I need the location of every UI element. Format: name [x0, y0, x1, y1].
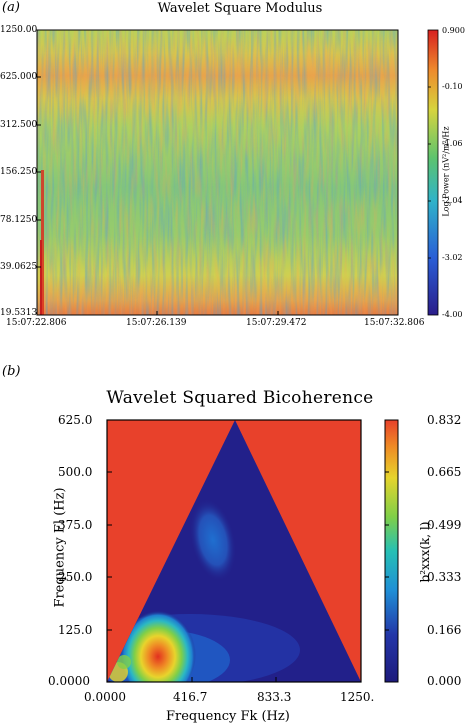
y-tick-b: 375.0 — [58, 518, 93, 532]
y-tick-b: 0.0000 — [48, 674, 90, 688]
colorbar-tick-a: -2.04 — [442, 196, 463, 205]
x-tick-b: 833.3 — [257, 690, 292, 704]
y-tick-a: 1250.00 — [0, 25, 38, 35]
colorbar-tick-b: 0.333 — [427, 570, 462, 584]
y-tick-b: 250.0 — [58, 570, 93, 584]
y-axis-label-b: Frequency Fl (Hz) — [52, 487, 68, 608]
colorbar-tick-b: 0.000 — [427, 674, 462, 688]
y-tick-b: 125.0 — [58, 623, 93, 637]
colorbar-tick-a: -1.06 — [442, 139, 463, 148]
x-axis-label-b: Frequency Fk (Hz) — [166, 709, 290, 724]
colorbar-label-b: b²xxx(k, l) — [418, 521, 432, 583]
x-tick-a: 15:07:22.806 — [6, 318, 67, 328]
y-tick-a: 312.500 — [0, 120, 38, 130]
chart-title-a: Wavelet Square Modulus — [157, 1, 323, 16]
x-tick-a: 15:07:32.806 — [364, 318, 425, 328]
colorbar-tick-a: -3.02 — [442, 253, 463, 262]
y-tick-a: 156.250 — [0, 167, 38, 177]
panel-label-b: (b) — [2, 364, 21, 379]
colorbar-tick-a: -0.10 — [442, 82, 463, 91]
x-tick-b: 0.0000 — [84, 690, 126, 704]
y-tick-b: 500.0 — [58, 465, 93, 479]
wavelet-modulus-plot — [36, 29, 439, 316]
y-tick-a: 625.000 — [0, 72, 38, 82]
x-tick-a: 15:07:29.472 — [246, 318, 307, 328]
y-tick-a: 78.1250 — [0, 215, 38, 225]
colorbar-tick-a: 0.900 — [442, 26, 465, 35]
colorbar-tick-b: 0.499 — [427, 518, 462, 532]
x-tick-b: 416.7 — [173, 690, 208, 704]
x-tick-b: 1250. — [340, 690, 375, 704]
chart-title-b: Wavelet Squared Bicoherence — [106, 388, 374, 408]
panel-label-a: (a) — [2, 0, 20, 15]
colorbar-tick-b: 0.665 — [427, 465, 462, 479]
x-tick-a: 15:07:26.139 — [126, 318, 187, 328]
colorbar-tick-b: 0.166 — [427, 623, 462, 637]
colorbar-tick-a: -4.00 — [442, 310, 463, 319]
y-tick-a: 39.0625 — [0, 262, 38, 272]
y-tick-a: 19.5313 — [0, 308, 38, 318]
colorbar-tick-b: 0.832 — [427, 413, 462, 427]
y-tick-b: 625.0 — [58, 413, 93, 427]
